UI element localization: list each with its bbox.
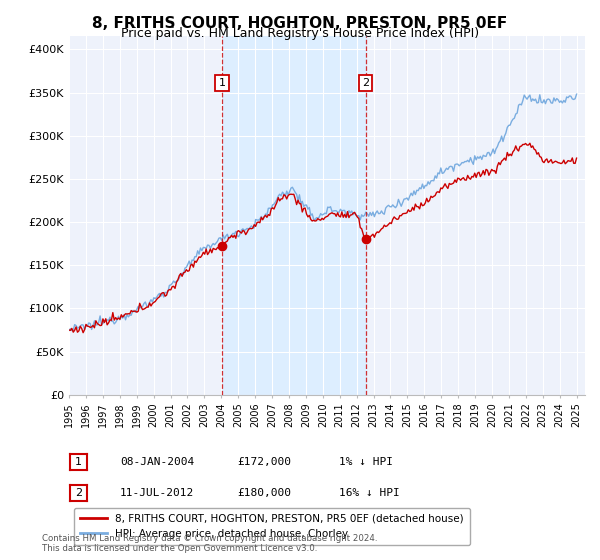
Text: 1: 1 [75, 457, 82, 467]
Text: 1: 1 [218, 78, 226, 88]
Text: 8, FRITHS COURT, HOGHTON, PRESTON, PR5 0EF: 8, FRITHS COURT, HOGHTON, PRESTON, PR5 0… [92, 16, 508, 31]
Text: 1% ↓ HPI: 1% ↓ HPI [339, 457, 393, 467]
Text: £180,000: £180,000 [237, 488, 291, 498]
Legend: 8, FRITHS COURT, HOGHTON, PRESTON, PR5 0EF (detached house), HPI: Average price,: 8, FRITHS COURT, HOGHTON, PRESTON, PR5 0… [74, 507, 470, 545]
Text: 2: 2 [75, 488, 82, 498]
Text: 2: 2 [362, 78, 370, 88]
Text: 16% ↓ HPI: 16% ↓ HPI [339, 488, 400, 498]
Bar [222, 36, 366, 395]
Text: Price paid vs. HM Land Registry's House Price Index (HPI): Price paid vs. HM Land Registry's House … [121, 27, 479, 40]
Text: 08-JAN-2004: 08-JAN-2004 [120, 457, 194, 467]
Text: 11-JUL-2012: 11-JUL-2012 [120, 488, 194, 498]
Text: Contains HM Land Registry data © Crown copyright and database right 2024.
This d: Contains HM Land Registry data © Crown c… [42, 534, 377, 553]
Text: £172,000: £172,000 [237, 457, 291, 467]
